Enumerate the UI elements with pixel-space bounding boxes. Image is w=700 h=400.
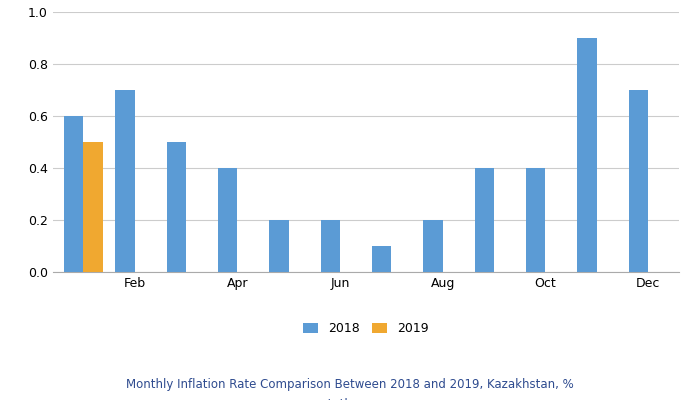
Bar <box>321 220 340 272</box>
Bar <box>372 246 391 272</box>
Legend: 2018, 2019: 2018, 2019 <box>298 317 434 340</box>
Bar <box>116 90 134 272</box>
Bar <box>578 38 597 272</box>
Bar <box>64 116 83 272</box>
Bar <box>270 220 288 272</box>
Bar <box>475 168 494 272</box>
Bar <box>83 142 103 272</box>
Bar <box>424 220 443 272</box>
Bar <box>526 168 545 272</box>
Text: Monthly Inflation Rate Comparison Between 2018 and 2019, Kazakhstan, %
www.statb: Monthly Inflation Rate Comparison Betwee… <box>126 378 574 400</box>
Bar <box>218 168 237 272</box>
Bar <box>167 142 186 272</box>
Bar <box>629 90 648 272</box>
